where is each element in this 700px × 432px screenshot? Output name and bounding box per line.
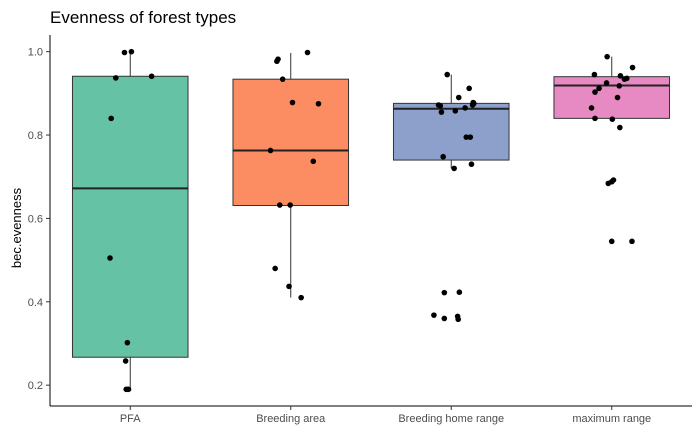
data-point bbox=[608, 238, 615, 245]
data-point bbox=[468, 161, 475, 168]
data-point bbox=[286, 283, 292, 290]
y-tick-label: 0.4 bbox=[28, 297, 43, 309]
data-point bbox=[609, 116, 616, 123]
data-point bbox=[441, 315, 448, 322]
data-point bbox=[451, 165, 457, 172]
data-point bbox=[603, 80, 610, 86]
box-0 bbox=[71, 52, 189, 390]
y-axis-title: bec.evenness bbox=[9, 187, 24, 268]
y-tick-label: 0.2 bbox=[28, 380, 43, 392]
data-point bbox=[455, 94, 462, 101]
y-tick-label: 0.6 bbox=[28, 213, 43, 225]
box-rect bbox=[232, 78, 350, 206]
data-point bbox=[614, 94, 621, 101]
data-point bbox=[455, 316, 461, 323]
x-tick-label: Breeding area bbox=[256, 413, 326, 425]
data-point bbox=[113, 75, 119, 81]
data-point bbox=[279, 76, 286, 82]
data-point bbox=[287, 202, 293, 208]
data-point bbox=[441, 289, 448, 296]
x-tick-label: Breeding home range bbox=[398, 413, 504, 425]
box-rect bbox=[553, 76, 671, 119]
data-point bbox=[108, 115, 114, 122]
data-point bbox=[107, 255, 113, 261]
data-point bbox=[466, 85, 472, 92]
data-point bbox=[438, 109, 445, 115]
box-rect bbox=[392, 102, 510, 161]
data-point bbox=[591, 71, 598, 78]
data-point bbox=[440, 153, 446, 160]
data-point bbox=[588, 105, 595, 111]
data-point bbox=[121, 49, 128, 56]
data-point bbox=[596, 85, 602, 92]
data-point bbox=[605, 180, 612, 187]
data-point bbox=[592, 115, 598, 122]
data-point bbox=[431, 312, 437, 318]
data-point bbox=[122, 358, 129, 364]
axes-layer: 0.2 0.4 0.6 0.8 1.0 PFA Breeding area Breeding … bbox=[28, 35, 692, 425]
data-point bbox=[462, 105, 468, 111]
data-point bbox=[463, 134, 470, 140]
data-point bbox=[621, 76, 628, 82]
data-point bbox=[272, 265, 278, 272]
box-rect bbox=[71, 75, 189, 358]
data-point bbox=[629, 238, 635, 245]
data-point bbox=[315, 100, 322, 107]
data-point bbox=[124, 339, 131, 346]
data-point bbox=[304, 49, 311, 56]
data-point bbox=[452, 108, 459, 114]
data-point bbox=[128, 48, 135, 55]
data-point bbox=[444, 71, 451, 78]
data-point bbox=[616, 83, 623, 89]
boxes-layer bbox=[71, 52, 671, 390]
data-point bbox=[276, 202, 283, 208]
data-point bbox=[310, 158, 317, 165]
data-point bbox=[467, 134, 474, 140]
data-point bbox=[617, 124, 623, 131]
data-point bbox=[267, 147, 274, 154]
data-point bbox=[275, 56, 281, 62]
data-point bbox=[437, 103, 444, 109]
y-tick-label: 1.0 bbox=[28, 47, 43, 59]
data-point bbox=[456, 289, 463, 295]
data-point bbox=[148, 73, 155, 80]
data-point bbox=[289, 99, 296, 106]
data-point bbox=[629, 64, 636, 71]
data-point bbox=[592, 89, 598, 95]
chart-title: Evenness of forest types bbox=[50, 8, 236, 27]
box-2 bbox=[392, 74, 510, 169]
points-layer bbox=[107, 48, 636, 393]
data-point bbox=[125, 386, 132, 393]
data-point bbox=[604, 53, 610, 60]
data-point bbox=[298, 294, 304, 301]
box-3 bbox=[553, 56, 671, 119]
data-point bbox=[617, 73, 624, 79]
y-tick-label: 0.8 bbox=[28, 130, 43, 142]
data-point bbox=[470, 99, 477, 106]
x-tick-label: maximum range bbox=[572, 413, 651, 425]
box-1 bbox=[232, 52, 350, 298]
x-tick-label: PFA bbox=[120, 413, 141, 425]
